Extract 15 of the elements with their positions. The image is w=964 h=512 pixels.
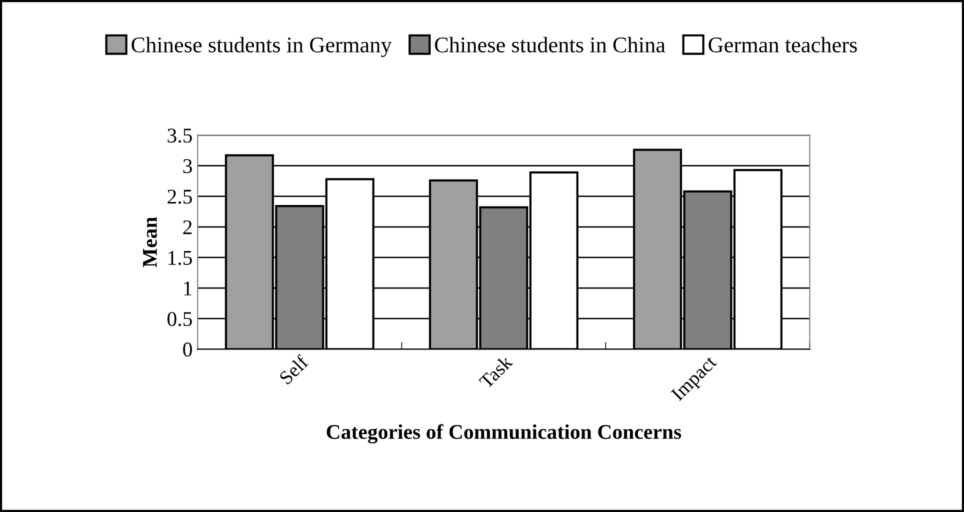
- y-tick-label: 1.5: [168, 250, 192, 265]
- y-tick-label: 1: [184, 282, 192, 296]
- legend-label: Chinese students in Germany: [132, 36, 392, 58]
- legend-label: Chinese students in China: [434, 36, 666, 52]
- y-tick-label: 3: [183, 159, 192, 174]
- x-axis-title: Categories of Communication Concerns: [326, 424, 682, 444]
- x-tick-label: Self: [278, 354, 310, 385]
- y-axis-title: Mean: [143, 217, 157, 268]
- y-tick-label: 0: [183, 342, 192, 357]
- y-tick-label: 3.5: [168, 128, 192, 143]
- x-tick-label: Task: [478, 354, 514, 390]
- legend-label: German teachers: [708, 36, 857, 52]
- y-tick-label: 0.5: [168, 312, 192, 326]
- y-tick-label: 2.5: [168, 190, 192, 204]
- y-tick-label: 2: [183, 220, 192, 234]
